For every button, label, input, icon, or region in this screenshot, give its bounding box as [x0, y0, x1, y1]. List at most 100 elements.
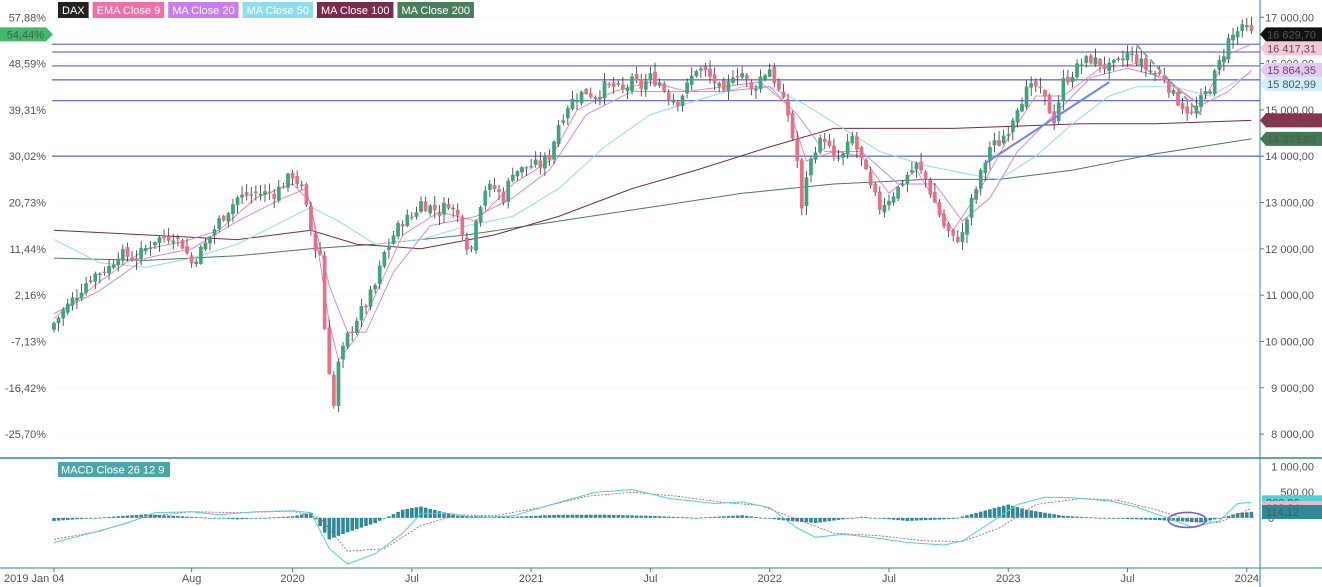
candle-body — [992, 140, 997, 146]
candle-body — [671, 100, 676, 103]
candle-body — [423, 201, 428, 212]
candle-body — [272, 193, 277, 199]
macd-signal-line — [53, 491, 1252, 552]
candle-body — [1061, 78, 1066, 102]
macd-histogram-bar — [978, 511, 983, 518]
price-tick-label: 8 000,00 — [1271, 429, 1314, 441]
trend-lines[interactable] — [984, 44, 1202, 164]
macd-histogram-bar — [166, 515, 171, 518]
macd-histogram-bar — [1047, 513, 1052, 518]
candle-body — [1070, 76, 1075, 83]
candle-body — [579, 91, 584, 104]
candle-body — [56, 317, 61, 324]
macd-histogram-bar — [295, 515, 299, 518]
macd-histogram-bar — [538, 515, 543, 518]
candle-body — [639, 79, 644, 89]
candle-body — [373, 285, 377, 290]
candle-body — [621, 84, 625, 90]
price-tag-text: 16 417,31 — [1267, 43, 1316, 55]
macd-histogram-bar — [602, 514, 607, 518]
macd-histogram-bar — [914, 517, 919, 521]
macd-histogram-bar — [896, 517, 900, 521]
candle-body — [157, 237, 162, 243]
candle-body — [997, 140, 1001, 146]
candle-body — [804, 177, 809, 206]
price-tag: 14 373,83 — [1260, 131, 1322, 146]
candle-body — [593, 96, 598, 100]
candle-body — [1217, 60, 1222, 70]
time-tick-label: 2021 — [519, 573, 543, 585]
macd-histogram-bar — [841, 517, 845, 520]
candle-body — [469, 246, 474, 249]
legend-label: MA Close 100 — [321, 5, 389, 17]
candle-body — [598, 96, 602, 99]
macd-tick-label: 1 000,00 — [1271, 462, 1314, 474]
macd-histogram-bar — [341, 517, 345, 534]
candle-body — [657, 82, 662, 86]
macd-histogram-bar — [1199, 517, 1203, 523]
macd-histogram-bar — [277, 517, 281, 518]
legend-item[interactable]: DAX — [58, 2, 89, 18]
macd-histogram-bar — [1107, 517, 1111, 519]
macd-histogram-bar — [1217, 517, 1222, 519]
candle-body — [923, 171, 928, 180]
macd-histogram-bar — [226, 517, 231, 519]
candle-body — [387, 245, 391, 250]
candle-body — [556, 125, 561, 145]
price-tag-text: 14 774,23 — [1267, 115, 1316, 127]
candle-body — [1235, 31, 1240, 38]
candle-body — [960, 231, 965, 242]
macd-histogram-bar — [460, 515, 465, 518]
legend-item[interactable]: EMA Close 9 — [92, 2, 165, 18]
candle-body — [570, 98, 575, 110]
candle-body — [643, 81, 648, 90]
candle-body — [254, 191, 258, 193]
macd-histogram-bar — [171, 515, 176, 518]
macd-histogram-bar — [194, 517, 199, 518]
trend-line-1[interactable] — [1135, 44, 1202, 116]
trend-line-0[interactable] — [984, 81, 1110, 164]
percent-tick-label: 57,88% — [9, 12, 47, 24]
candle-body — [946, 223, 951, 232]
candle-body — [93, 273, 98, 282]
macd-cross-ellipse[interactable] — [1167, 511, 1207, 529]
macd-histogram-bar — [153, 514, 157, 518]
macd-histogram-bar — [685, 517, 689, 519]
candle-body — [813, 152, 818, 160]
candle-body — [662, 83, 667, 91]
macd-histogram-bar — [662, 516, 666, 518]
macd-histogram-bar — [992, 508, 997, 518]
legend-item[interactable]: MA Close 100 — [316, 2, 394, 18]
candle-body — [914, 162, 919, 170]
macd-tag-text: 114,12 — [1266, 507, 1299, 519]
candle-body — [143, 248, 148, 252]
legend-item[interactable]: MA Close 20 — [168, 2, 239, 18]
candle-body — [896, 187, 901, 199]
legend-item[interactable]: MA Close 200 — [397, 2, 474, 18]
candle-body — [538, 160, 543, 169]
macd-histogram-bar — [258, 517, 263, 519]
horizontal-levels[interactable] — [52, 43, 1260, 157]
time-tick-label: Aug — [182, 573, 202, 585]
macd-histogram-bar — [1208, 517, 1212, 521]
macd-histogram-bar — [928, 517, 933, 520]
candle-body — [790, 113, 795, 139]
candle-body — [492, 185, 497, 190]
candle-body — [529, 166, 533, 168]
macd-histogram-bar — [588, 514, 593, 518]
candle-body — [61, 310, 66, 319]
price-tag-text: 15 802,99 — [1267, 79, 1316, 91]
candle-body — [1088, 55, 1093, 64]
macd-histogram-bar — [593, 514, 598, 518]
candle-body — [726, 80, 731, 92]
macd-histogram-bar — [758, 517, 763, 519]
candle-body — [153, 242, 157, 246]
macd-histogram-bar — [648, 515, 653, 518]
candle-body — [721, 80, 726, 91]
legend-label: DAX — [62, 5, 85, 17]
candle-body — [694, 71, 699, 77]
legend[interactable]: DAX EMA Close 9 MA Close 20 MA Close 50 MA C… — [58, 2, 474, 18]
legend-item[interactable]: MA Close 50 — [242, 2, 313, 18]
macd-title-text: MACD Close 26 12 9 — [61, 465, 164, 477]
